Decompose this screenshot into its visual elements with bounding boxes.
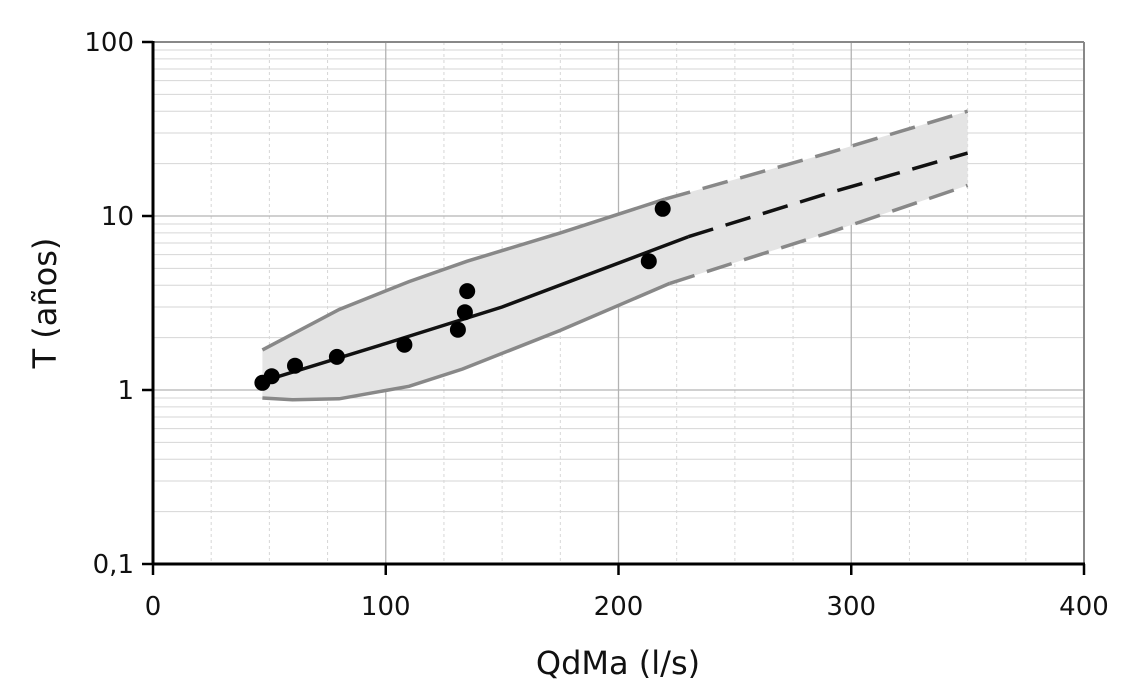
fit-dashed-line — [687, 151, 969, 239]
series-layer — [254, 109, 969, 402]
confidence-band — [262, 111, 968, 400]
y-tick-label: 0,1 — [93, 550, 134, 580]
y-tick-label: 100 — [84, 28, 134, 58]
y-axis-label: T (años) — [26, 238, 64, 370]
lower-bound-dashed-line — [669, 183, 969, 286]
tick-layer — [142, 40, 1086, 575]
tick-labels: 0 100 200 300 400 0,1 1 10 100 — [84, 28, 1108, 622]
y-tick-label: 1 — [117, 376, 134, 406]
data-point — [459, 283, 476, 300]
x-tick-label: 200 — [594, 592, 644, 622]
y-tick-label: 10 — [101, 202, 134, 232]
data-point — [287, 357, 303, 374]
data-point — [456, 304, 473, 321]
upper-bound-line — [261, 197, 666, 352]
data-point — [396, 336, 413, 353]
fit-line — [261, 235, 689, 384]
x-tick-label: 400 — [1059, 592, 1109, 622]
data-point — [328, 348, 345, 365]
data-point — [654, 200, 671, 217]
upper-bound-dashed-line — [664, 109, 969, 201]
x-axis-label: QdMa (l/s) — [536, 644, 700, 682]
data-point — [263, 368, 280, 385]
plot-frame — [151, 41, 1085, 566]
x-tick-label: 100 — [361, 592, 411, 622]
x-tick-label: 0 — [145, 592, 162, 622]
x-tick-label: 300 — [826, 592, 876, 622]
lower-bound-line — [262, 281, 671, 402]
data-point — [640, 253, 657, 270]
data-point — [449, 321, 466, 338]
